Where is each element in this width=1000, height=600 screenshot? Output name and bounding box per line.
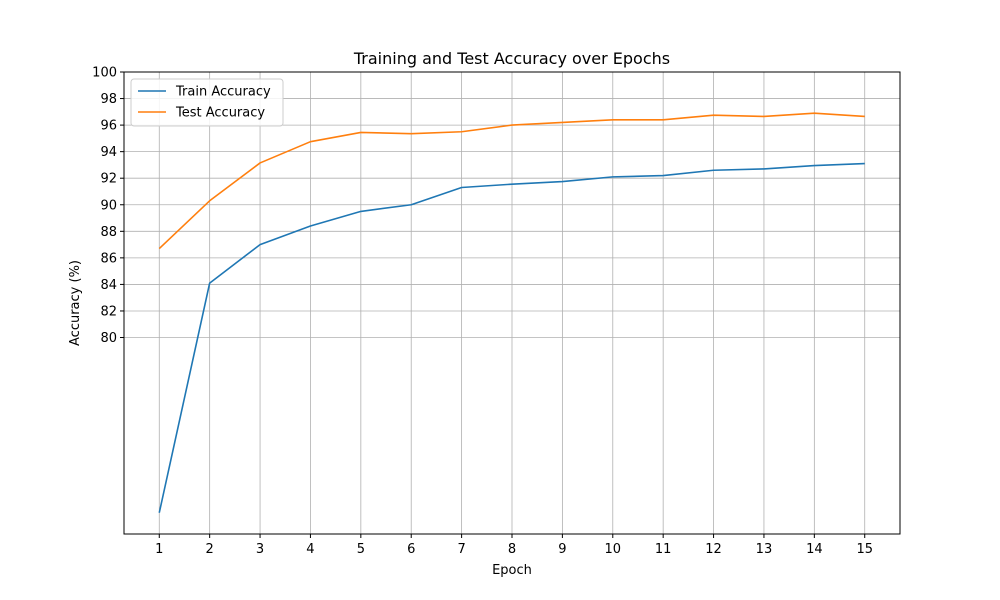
x-tick-label: 4 [306, 542, 314, 557]
y-tick-label: 94 [100, 145, 117, 160]
x-tick-label: 14 [806, 542, 823, 557]
x-tick-label: 10 [605, 542, 622, 557]
legend: Train Accuracy Test Accuracy [130, 78, 284, 127]
y-tick-label: 98 [100, 92, 117, 107]
y-tick-label: 90 [100, 198, 117, 213]
x-tick-label: 9 [558, 542, 566, 557]
y-tick-label: 86 [100, 251, 117, 266]
x-tick-label: 7 [457, 542, 465, 557]
x-tick-label: 5 [357, 542, 365, 557]
x-tick-label: 12 [705, 542, 722, 557]
chart-title: Training and Test Accuracy over Epochs [353, 49, 670, 68]
legend-box [130, 78, 284, 127]
x-tick-label: 15 [856, 542, 873, 557]
series-line-test [158, 112, 865, 250]
y-tick-label: 84 [100, 278, 117, 293]
y-axis-ticks: 80 82 84 86 88 90 92 94 96 98 100 [92, 66, 124, 346]
x-tick-label: 8 [508, 542, 516, 557]
y-tick-label: 100 [92, 66, 117, 81]
legend-label: Train Accuracy [175, 85, 271, 100]
y-tick-label: 88 [100, 225, 117, 240]
x-tick-label: 1 [155, 542, 163, 557]
y-tick-label: 80 [100, 331, 117, 346]
grid [124, 71, 900, 534]
x-tick-label: 2 [206, 542, 214, 557]
x-tick-label: 13 [756, 542, 773, 557]
y-tick-label: 96 [100, 119, 117, 134]
y-tick-label: 92 [100, 172, 117, 187]
series-line-train [158, 162, 865, 513]
x-axis-label: Epoch [492, 563, 532, 578]
legend-label: Test Accuracy [175, 106, 265, 121]
series-lines [158, 112, 865, 513]
x-axis-ticks: 1 2 3 4 5 6 7 8 9 10 11 12 13 14 15 [155, 534, 873, 557]
y-tick-label: 82 [100, 304, 117, 319]
y-axis-label: Accuracy (%) [68, 260, 83, 346]
x-tick-label: 11 [655, 542, 672, 557]
x-tick-label: 3 [256, 542, 264, 557]
x-tick-label: 6 [407, 542, 415, 557]
